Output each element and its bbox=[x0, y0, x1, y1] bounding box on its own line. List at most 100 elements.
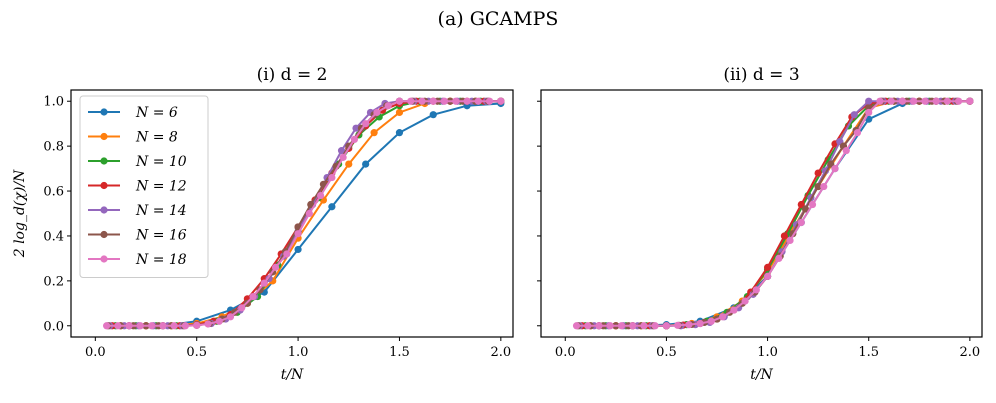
data-point bbox=[955, 97, 963, 105]
series-n-12 bbox=[578, 97, 974, 330]
series-line bbox=[579, 100, 970, 327]
data-point bbox=[370, 129, 378, 137]
series-line bbox=[576, 100, 970, 327]
data-point bbox=[418, 97, 426, 105]
legend-marker bbox=[100, 157, 108, 165]
data-point bbox=[662, 322, 671, 330]
data-point bbox=[328, 203, 336, 211]
data-point bbox=[170, 322, 178, 330]
data-point bbox=[617, 322, 626, 330]
x-tick-label: 0.0 bbox=[555, 345, 576, 360]
y-tick-label: 0.6 bbox=[43, 185, 64, 200]
data-point bbox=[814, 169, 822, 177]
series-n-16 bbox=[574, 97, 974, 330]
series-line bbox=[577, 100, 970, 327]
data-point bbox=[328, 173, 336, 182]
axes-frame bbox=[70, 89, 514, 338]
data-point bbox=[337, 147, 346, 155]
data-point bbox=[125, 322, 133, 330]
data-point bbox=[103, 322, 111, 330]
data-point bbox=[820, 182, 828, 191]
series-n-18 bbox=[103, 97, 505, 330]
data-point bbox=[181, 322, 190, 330]
data-point bbox=[362, 160, 370, 168]
data-point bbox=[572, 322, 581, 330]
data-point bbox=[463, 97, 471, 105]
data-point bbox=[407, 97, 415, 105]
data-point bbox=[606, 322, 614, 330]
panel-title: (ii) d = 3 bbox=[723, 65, 799, 85]
data-point bbox=[193, 321, 201, 329]
data-point bbox=[629, 322, 637, 330]
data-point bbox=[595, 322, 603, 330]
data-point bbox=[294, 245, 302, 254]
data-point bbox=[350, 135, 359, 143]
x-axis-label: t/N bbox=[750, 367, 773, 383]
data-point bbox=[204, 320, 212, 328]
plot-area bbox=[103, 97, 505, 330]
data-point bbox=[429, 97, 437, 105]
y-tick-label: 1.0 bbox=[43, 95, 64, 110]
series-n-18 bbox=[572, 97, 974, 330]
series-line bbox=[590, 100, 970, 327]
data-point bbox=[114, 322, 122, 330]
data-point bbox=[801, 205, 810, 213]
data-point bbox=[674, 321, 682, 329]
data-point bbox=[719, 313, 727, 321]
data-point bbox=[943, 97, 951, 105]
series-n-10 bbox=[581, 97, 974, 330]
data-point bbox=[910, 97, 918, 105]
data-point bbox=[921, 97, 929, 105]
data-point bbox=[831, 164, 839, 173]
x-axis-label: t/N bbox=[281, 367, 304, 383]
legend-label: N = 12 bbox=[135, 179, 187, 195]
legend-label: N = 10 bbox=[135, 154, 187, 170]
data-point bbox=[226, 313, 235, 321]
legend-label: N = 6 bbox=[135, 105, 178, 121]
data-point bbox=[395, 108, 404, 117]
y-tick-label: 0.2 bbox=[43, 274, 64, 289]
legend-marker bbox=[100, 181, 108, 190]
data-point bbox=[865, 108, 873, 117]
data-point bbox=[485, 97, 494, 105]
data-point bbox=[808, 200, 817, 209]
legend-label: N = 16 bbox=[135, 228, 187, 244]
panel-d2: (i) d = 2 0.0 0.5 1.0 1.5 2.0 0.0 0.2 0.4 0.6 0.8 1… bbox=[12, 65, 514, 383]
figure-suptitle: (a) GCAMPS bbox=[437, 8, 559, 30]
data-point bbox=[640, 322, 648, 330]
data-point bbox=[373, 108, 381, 117]
legend-marker bbox=[100, 206, 108, 214]
data-point bbox=[319, 180, 328, 188]
legend-marker bbox=[100, 255, 108, 263]
x-tick-label: 0.5 bbox=[656, 345, 677, 360]
legend-box bbox=[79, 95, 209, 278]
data-point bbox=[260, 279, 268, 287]
data-point bbox=[730, 306, 738, 314]
legend-marker bbox=[100, 108, 108, 116]
data-point bbox=[159, 322, 167, 330]
data-point bbox=[294, 230, 302, 238]
data-point bbox=[307, 200, 315, 209]
data-point bbox=[362, 120, 370, 128]
data-point bbox=[249, 292, 257, 301]
data-point bbox=[780, 232, 789, 240]
data-point bbox=[741, 297, 749, 305]
data-point bbox=[696, 319, 704, 328]
data-point bbox=[283, 250, 291, 258]
legend-label: N = 8 bbox=[135, 130, 178, 146]
data-point bbox=[850, 111, 858, 119]
x-tick-label: 1.5 bbox=[389, 345, 410, 360]
y-tick-label: 0.0 bbox=[43, 319, 64, 334]
series-line bbox=[129, 102, 501, 327]
data-point bbox=[865, 97, 873, 105]
y-axis-label: 2 log_d(χ)/N bbox=[12, 169, 28, 258]
data-point bbox=[271, 263, 280, 271]
data-point bbox=[497, 97, 505, 105]
data-point bbox=[898, 97, 907, 105]
series-line bbox=[599, 100, 970, 327]
x-tick-label: 0.0 bbox=[85, 345, 106, 360]
legend-marker bbox=[100, 132, 108, 141]
data-point bbox=[786, 236, 794, 245]
data-point bbox=[775, 254, 783, 263]
